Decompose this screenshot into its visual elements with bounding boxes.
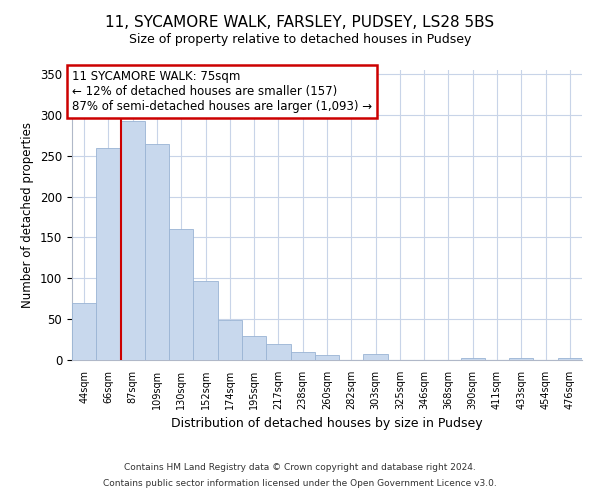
Bar bbox=[364, 354, 388, 360]
Text: Size of property relative to detached houses in Pudsey: Size of property relative to detached ho… bbox=[129, 32, 471, 46]
Bar bbox=[461, 358, 485, 360]
Bar bbox=[218, 320, 242, 360]
Bar bbox=[558, 358, 582, 360]
Text: 11 SYCAMORE WALK: 75sqm
← 12% of detached houses are smaller (157)
87% of semi-d: 11 SYCAMORE WALK: 75sqm ← 12% of detache… bbox=[72, 70, 372, 113]
Text: Contains HM Land Registry data © Crown copyright and database right 2024.: Contains HM Land Registry data © Crown c… bbox=[124, 464, 476, 472]
Bar bbox=[193, 281, 218, 360]
Bar bbox=[242, 336, 266, 360]
Bar bbox=[290, 352, 315, 360]
Y-axis label: Number of detached properties: Number of detached properties bbox=[22, 122, 34, 308]
Bar bbox=[169, 230, 193, 360]
Bar bbox=[96, 148, 121, 360]
Bar bbox=[145, 144, 169, 360]
Text: Contains public sector information licensed under the Open Government Licence v3: Contains public sector information licen… bbox=[103, 478, 497, 488]
Bar bbox=[121, 122, 145, 360]
Text: 11, SYCAMORE WALK, FARSLEY, PUDSEY, LS28 5BS: 11, SYCAMORE WALK, FARSLEY, PUDSEY, LS28… bbox=[106, 15, 494, 30]
Bar bbox=[72, 303, 96, 360]
Bar bbox=[266, 344, 290, 360]
X-axis label: Distribution of detached houses by size in Pudsey: Distribution of detached houses by size … bbox=[171, 418, 483, 430]
Bar bbox=[315, 355, 339, 360]
Bar bbox=[509, 358, 533, 360]
